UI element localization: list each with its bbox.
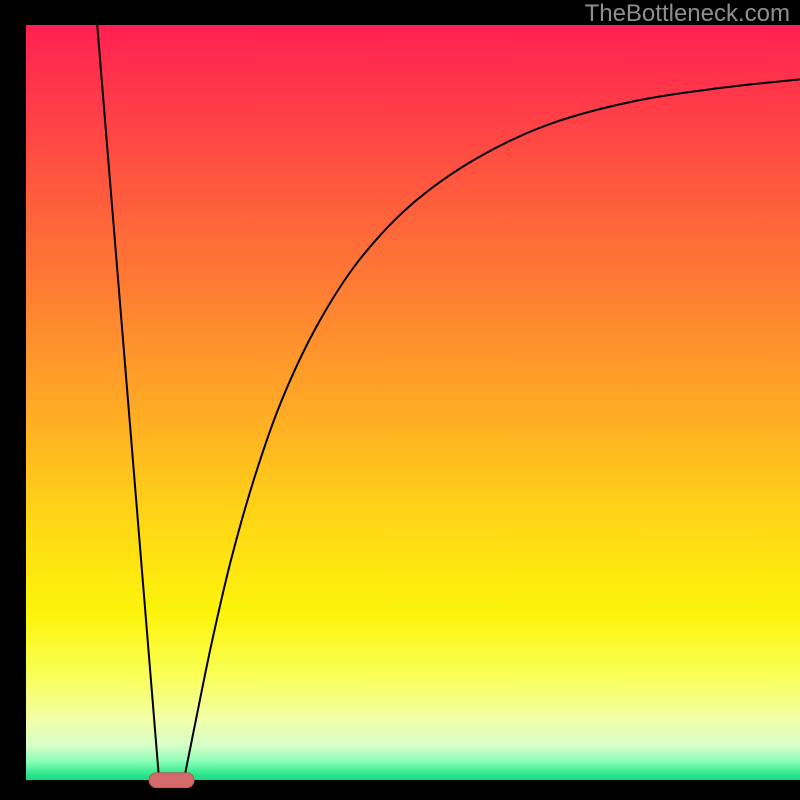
baseline-marker [148,772,195,788]
watermark-text: TheBottleneck.com [585,0,790,28]
chart-container: TheBottleneck.com [0,0,800,800]
left-line [97,25,159,780]
curves-svg [26,25,800,780]
right-curve [184,79,800,780]
plot-area [26,25,800,780]
